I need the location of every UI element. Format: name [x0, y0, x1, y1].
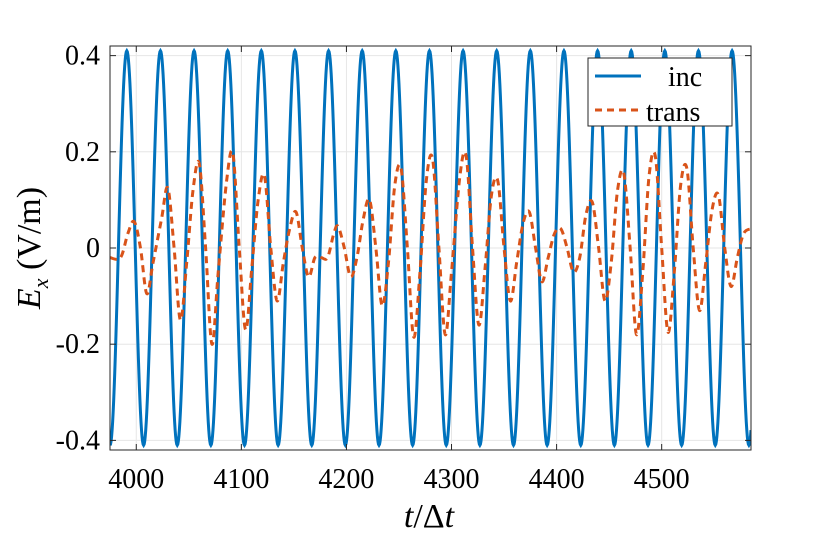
series-layer [110, 47, 751, 449]
y-axis-label: Ex (V/m) [11, 187, 53, 310]
legend-label-trans: trans [646, 97, 700, 128]
ticks: 4000 4100 4200 4300 4400 4500 -0.4 -0.2 0 0.2 0.4 [56, 41, 751, 495]
y-tick-label: -0.2 [56, 329, 100, 360]
series-line-inc [110, 47, 751, 449]
x-tick-label: 4300 [424, 464, 480, 495]
y-tick-label: 0.2 [65, 137, 100, 168]
series-line-trans [110, 149, 751, 346]
x-tick-label: 4000 [108, 464, 164, 495]
x-axis-label: t/Δt [404, 498, 456, 535]
y-tick-label: 0 [86, 233, 100, 264]
legend-label-inc: inc [668, 62, 702, 93]
legend-box [587, 57, 733, 127]
y-tick-label: 0.4 [65, 41, 100, 72]
x-tick-label: 4400 [529, 464, 585, 495]
y-tick-label: -0.4 [56, 425, 100, 456]
x-tick-label: 4100 [213, 464, 269, 495]
legend: inc trans [587, 57, 733, 128]
x-tick-label: 4200 [318, 464, 374, 495]
x-tick-label: 4500 [634, 464, 690, 495]
